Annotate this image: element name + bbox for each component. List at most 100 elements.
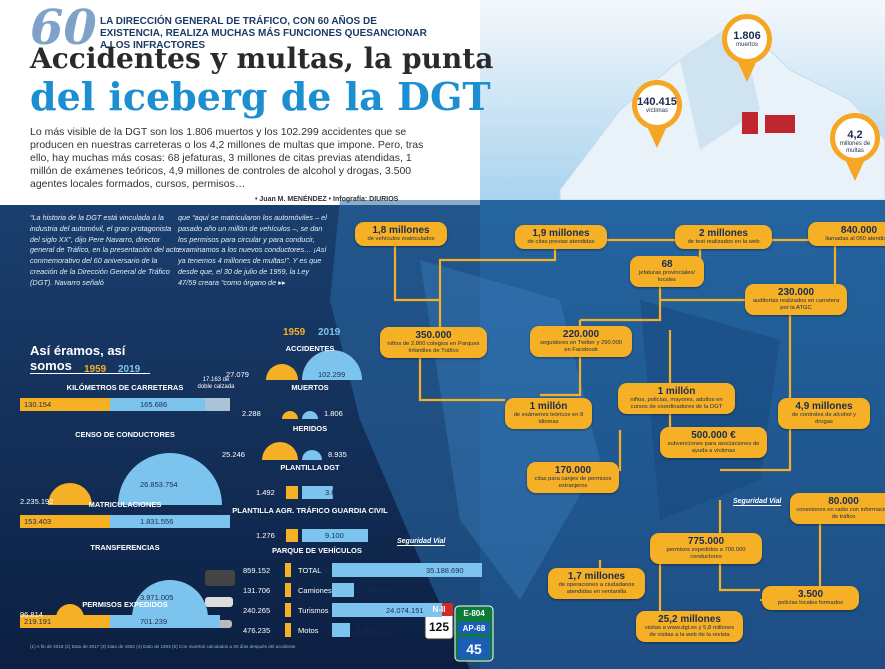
node: 230.000 auditorías realizados en carreter… [745, 284, 847, 315]
node: 25,2 millones visitas a www.dgt.es y 5,8 … [636, 611, 743, 642]
value-now: 8.935 [328, 450, 347, 459]
node-label: conexiones en radio con información de t… [796, 507, 885, 520]
sign-text: E-804 [463, 609, 485, 618]
node-value: 840.000 [840, 225, 878, 236]
building [742, 112, 758, 134]
brand: Seguridad Vial [397, 538, 446, 546]
node-value: 220.000 [562, 329, 600, 340]
row-label: PERMISOS EXPEDIDOS [82, 600, 168, 609]
bar-now [110, 515, 230, 528]
node-value: 230.000 [777, 287, 815, 298]
node-value: 1 millón [529, 401, 568, 412]
node-label: permisos expedidos a 700.000 conductores [666, 547, 746, 560]
bar-then [285, 623, 291, 637]
pin-value: 140.415 [637, 96, 677, 108]
value-then: 859.152 [243, 566, 271, 575]
node-value: 500.000 € [691, 430, 736, 441]
node: 3.500 policías locales formados [762, 586, 859, 610]
pin-tail [736, 58, 758, 82]
bar-then [285, 603, 291, 617]
footnote: (1) A fin de 2018 (2) Dato de 2017 (3) D… [30, 644, 297, 649]
row-label: TRANSFERENCIAS [90, 543, 160, 552]
node-value: 80.000 [828, 496, 859, 507]
node-label: de exámenes teóricos en 8 idiomas [513, 412, 584, 425]
value-then: 1.492 [256, 488, 275, 497]
section-title: Así éramos, así somos [30, 343, 150, 374]
pin: 140.415 víctimas [632, 80, 682, 130]
value-then: 130.154 [24, 400, 52, 409]
semi-now [302, 450, 322, 460]
row-label: MUERTOS [291, 383, 329, 392]
title: del iceberg de la DGT [30, 74, 491, 119]
value-then: 27.079 [226, 370, 249, 379]
pin: 4,2 millones de multas [830, 113, 880, 163]
row-label: CENSO DE CONDUCTORES [75, 430, 175, 439]
value-then: 476.235 [243, 626, 271, 635]
node: 68 jefaturas provinciales/ locales [630, 256, 704, 287]
value-now: 102.299 [318, 370, 346, 379]
semi-then [282, 411, 298, 419]
node: 4,9 millones de controles de alcohol y dr… [778, 398, 870, 429]
node-label: jefaturas provinciales/ locales [638, 270, 696, 283]
node-label: policías locales formados [777, 600, 844, 606]
row-label: MATRICULACIONES [88, 500, 162, 509]
node-label: subvenciones para asociaciones de ayuda … [667, 441, 760, 454]
sign-text: N-II [432, 605, 446, 614]
node: 80.000 conexiones en radio con informació… [790, 493, 885, 524]
node-label: de controles de alcohol y drogas [791, 412, 857, 425]
bar-now [332, 563, 482, 577]
semi-then [262, 442, 298, 460]
bar-then [286, 486, 298, 499]
node-label: niños de 2.800 colegios en Parques Infan… [387, 341, 480, 354]
value-then: 1.276 [256, 531, 275, 540]
semi-now [118, 453, 222, 505]
node: 170.000 citas para canjes de permisos ext… [527, 462, 619, 493]
node-value: 170.000 [554, 465, 592, 476]
node-label: niños, policías, mayores, adultos en cur… [630, 397, 723, 410]
value-then: 2.288 [242, 409, 261, 418]
bar-now [332, 603, 442, 617]
node-value: 1 millón [657, 386, 696, 397]
node-value: 1,8 millones [372, 225, 430, 236]
bar-now [332, 583, 354, 597]
node-label: de citas previas atendidas [527, 239, 595, 245]
title: Accidentes y multas, la punta [30, 42, 494, 75]
fleet-title: PARQUE DE VEHÍCULOS [272, 546, 362, 555]
value-then: 153.403 [24, 517, 52, 526]
node-value: 3.500 [797, 589, 824, 600]
bar-now [302, 529, 368, 542]
node-value: 2 millones [699, 228, 748, 239]
year: 2019 [118, 364, 141, 375]
bar-now [110, 615, 220, 628]
sign-plate [458, 637, 490, 659]
bar-then [285, 583, 291, 597]
pin: 1.806 muertos [722, 14, 772, 64]
node: 1,7 millones de operaciones a ciudadanos … [548, 568, 645, 599]
node-label: de test realizados en la web [687, 239, 760, 245]
value-then: 96.814 [20, 610, 43, 619]
row-label: PLANTILLA AGR. TRÁFICO GUARDIA CIVIL [232, 506, 388, 515]
dgt-building [742, 112, 795, 134]
bar-now [332, 623, 350, 637]
value-now: 35.188.690 [426, 566, 464, 575]
node-label: auditorías realizados en carretera por l… [752, 298, 840, 311]
road-signs [424, 602, 494, 662]
pin-value: 1.806 [733, 30, 761, 42]
semi-now [302, 350, 362, 380]
node-label: seguidores en Twitter y 290.000 en Faceb… [539, 340, 623, 353]
node-label: de operaciones a ciudadanos atendidas en… [558, 582, 635, 595]
node: 1,9 millones de citas previas atendidas [515, 225, 607, 249]
pin-label: muertos [736, 42, 758, 48]
node-label: citas para canjes de permisos extranjero… [534, 476, 612, 489]
semi-then [48, 483, 92, 505]
semi-then [266, 364, 298, 380]
fleet-label: Motos [298, 626, 319, 635]
node-label: visitas a www.dgt.es y 5,8 millones de v… [644, 625, 735, 638]
node-value: 25,2 millones [658, 614, 721, 625]
node: 1 millón niños, policías, mayores, adulto… [618, 383, 735, 414]
node: 775.000 permisos expedidos a 700.000 cond… [650, 533, 762, 564]
bar-then [20, 398, 110, 411]
